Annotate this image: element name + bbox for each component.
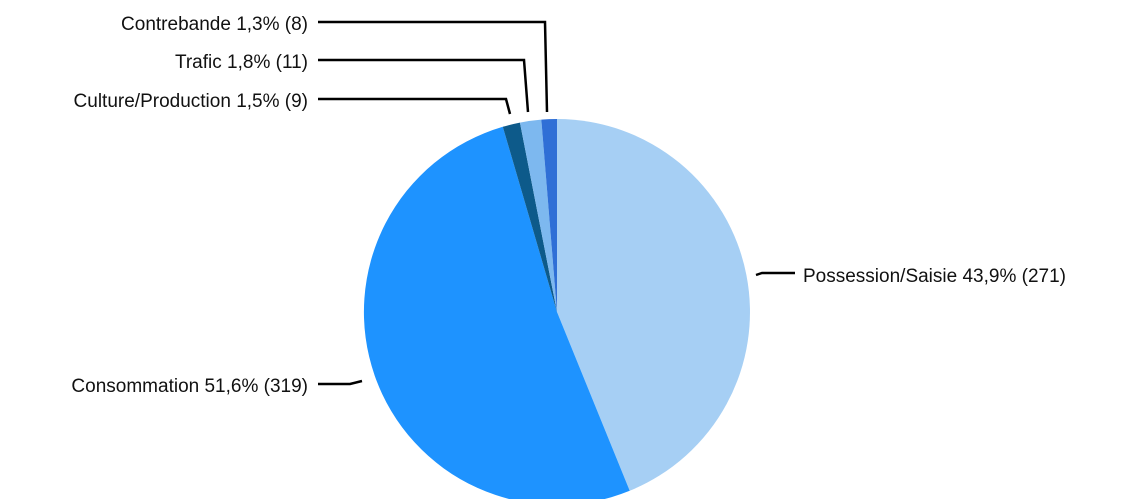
leader-lines: [318, 20, 795, 386]
pie-slices: [363, 119, 750, 499]
slice-label-possession-saisie: Possession/Saisie 43,9% (271): [803, 266, 1066, 287]
slice-label-consommation: Consommation 51,6% (319): [71, 376, 308, 397]
pie-slice-trafic: [519, 119, 557, 312]
leader-line-culture-production: [318, 97, 512, 115]
slice-label-culture-production: Culture/Production 1,5% (9): [74, 91, 308, 112]
leader-line-possession-saisie: [755, 271, 795, 277]
pie-slice-culture-production: [502, 122, 557, 312]
pie-slice-contrebande: [541, 119, 557, 312]
leader-line-contrebande: [318, 20, 549, 113]
slice-label-contrebande: Contrebande 1,3% (8): [121, 14, 308, 35]
pie-slice-possession-saisie: [557, 119, 750, 491]
leader-line-trafic: [318, 58, 530, 113]
slice-label-trafic: Trafic 1,8% (11): [175, 52, 308, 73]
leader-line-consommation: [318, 379, 363, 386]
pie-slice-consommation: [363, 126, 630, 499]
